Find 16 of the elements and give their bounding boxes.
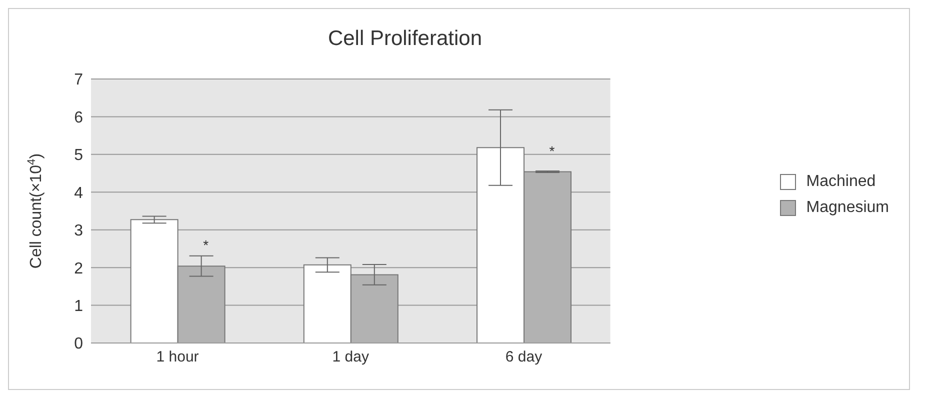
legend-label: Magnesium	[805, 199, 889, 217]
y-tick-label: 6	[74, 109, 84, 126]
x-tick-label: 1 hour	[156, 348, 199, 366]
y-tick-label: 3	[74, 222, 84, 240]
y-tick-label: 1	[74, 298, 84, 315]
y-tick-label: 5	[74, 147, 84, 164]
chart-title: Cell Proliferation	[326, 27, 484, 51]
y-tick-label: 4	[74, 184, 84, 202]
y-tick-label: 0	[74, 336, 84, 353]
annotation: *	[549, 142, 556, 159]
y-tick-label: 2	[74, 260, 84, 278]
annotation: *	[203, 237, 210, 254]
x-tick-label: 6 day	[505, 348, 543, 366]
legend-label: Machined	[805, 173, 877, 191]
y-tick-label: 7	[74, 72, 84, 89]
x-tick-label: 1 day	[332, 348, 370, 366]
